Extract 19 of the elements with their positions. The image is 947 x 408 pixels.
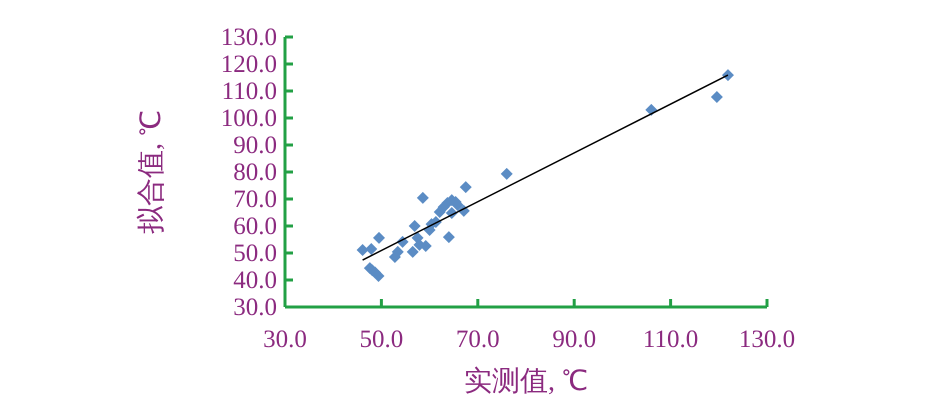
y-tick-label: 60.0 [233, 213, 277, 240]
y-tick-label: 110.0 [222, 78, 277, 105]
y-tick-label: 100.0 [220, 105, 277, 132]
x-tick-label: 70.0 [456, 326, 500, 353]
y-tick-label: 120.0 [220, 51, 277, 78]
x-axis-title: 实测值, ℃ [464, 366, 588, 397]
x-tick-label: 90.0 [552, 326, 596, 353]
x-tick-label: 30.0 [263, 326, 307, 353]
y-tick-label: 130.0 [220, 24, 277, 51]
y-tick-label: 90.0 [233, 132, 277, 159]
x-tick-label: 130.0 [738, 326, 796, 353]
x-tick-label: 50.0 [360, 326, 404, 353]
x-tick-label: 110.0 [642, 326, 698, 353]
y-tick-label: 30.0 [233, 294, 277, 321]
y-axis-title: 拟合值, ℃ [136, 110, 167, 234]
y-tick-label: 50.0 [233, 240, 277, 267]
y-tick-label: 70.0 [233, 186, 277, 213]
y-tick-label: 40.0 [233, 267, 277, 294]
y-tick-label: 80.0 [233, 159, 277, 186]
